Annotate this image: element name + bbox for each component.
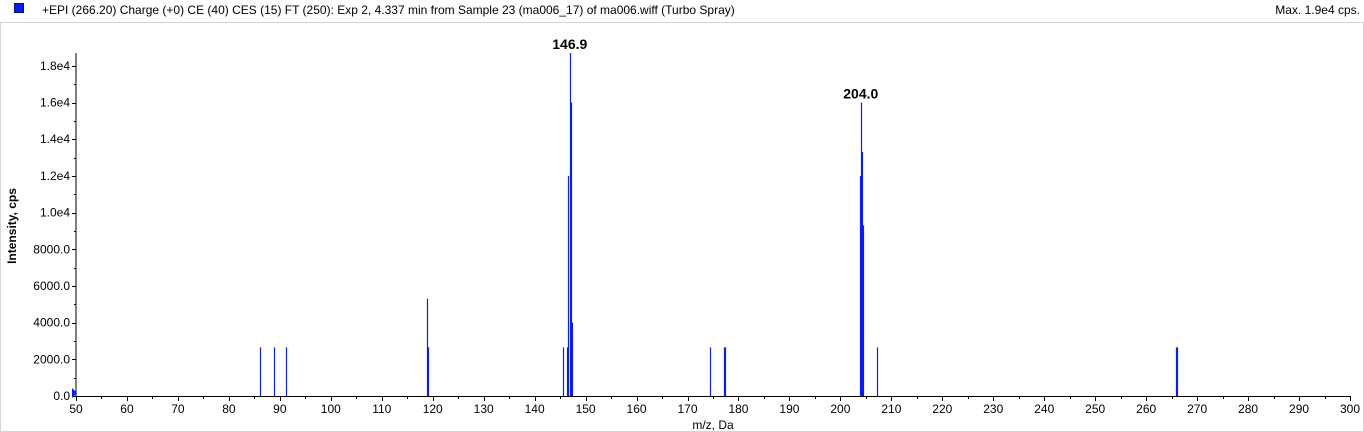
x-tick-label: 150 bbox=[576, 402, 596, 416]
chart-header: +EPI (266.20) Charge (+0) CE (40) CES (1… bbox=[0, 0, 1364, 22]
y-tick-label: 2000.0 bbox=[33, 352, 70, 366]
y-tick-label: 1.6e4 bbox=[40, 96, 70, 110]
series-color-swatch-icon bbox=[14, 3, 24, 13]
x-tick-label: 50 bbox=[69, 402, 83, 416]
x-tick-label: 290 bbox=[1289, 402, 1309, 416]
x-tick-label: 130 bbox=[474, 402, 494, 416]
x-tick-label: 240 bbox=[1034, 402, 1054, 416]
x-tick-label: 230 bbox=[983, 402, 1003, 416]
x-tick-label: 110 bbox=[372, 402, 391, 416]
x-tick-label: 120 bbox=[423, 402, 443, 416]
x-tick-label: 180 bbox=[728, 402, 748, 416]
x-tick-label: 200 bbox=[830, 402, 850, 416]
x-tick-label: 60 bbox=[120, 402, 134, 416]
y-tick-label: 0.0 bbox=[53, 389, 70, 403]
x-tick-label: 220 bbox=[932, 402, 952, 416]
x-tick-label: 300 bbox=[1340, 402, 1360, 416]
x-tick-label: 260 bbox=[1136, 402, 1156, 416]
x-tick-label: 70 bbox=[171, 402, 185, 416]
chart-title: +EPI (266.20) Charge (+0) CE (40) CES (1… bbox=[42, 3, 735, 17]
peak-annotations: 146.9 204.0 bbox=[552, 36, 878, 102]
peak-label: 204.0 bbox=[843, 86, 878, 102]
spectrum-peaks bbox=[259, 53, 1179, 396]
x-tick-label: 250 bbox=[1085, 402, 1105, 416]
y-tick-label: 1.2e4 bbox=[40, 169, 70, 183]
x-tick-label: 170 bbox=[678, 402, 698, 416]
x-tick-label: 270 bbox=[1187, 402, 1207, 416]
x-tick-label: 190 bbox=[779, 402, 799, 416]
x-tick-label: 280 bbox=[1238, 402, 1258, 416]
x-axis-label: m/z, Da bbox=[692, 418, 734, 432]
x-axis-ticks: 50 60 70 80 90 100 110 120 130 140 150 160 170 180 190… bbox=[69, 396, 1360, 416]
peak-label: 146.9 bbox=[552, 36, 587, 52]
x-tick-label: 210 bbox=[881, 402, 901, 416]
plot-frame bbox=[0, 22, 1364, 432]
y-tick-label: 6000.0 bbox=[33, 279, 70, 293]
y-tick-label: 1.0e4 bbox=[40, 206, 70, 220]
y-tick-label: 1.8e4 bbox=[40, 59, 70, 73]
x-tick-label: 100 bbox=[321, 402, 341, 416]
x-tick-label: 140 bbox=[525, 402, 545, 416]
max-intensity-label: Max. 1.9e4 cps. bbox=[1275, 3, 1360, 17]
x-tick-label: 90 bbox=[273, 402, 287, 416]
x-tick-label: 80 bbox=[222, 402, 236, 416]
y-tick-label: 1.4e4 bbox=[40, 132, 70, 146]
y-tick-label: 4000.0 bbox=[33, 316, 70, 330]
y-axis-ticks: 0.0 2000.0 4000.0 6000.0 8000.0 1.0e4 1.2e4 1.4… bbox=[33, 59, 76, 403]
axis-origin-marker-icon bbox=[72, 388, 77, 398]
y-tick-label: 8000.0 bbox=[33, 242, 70, 256]
x-tick-label: 160 bbox=[627, 402, 647, 416]
